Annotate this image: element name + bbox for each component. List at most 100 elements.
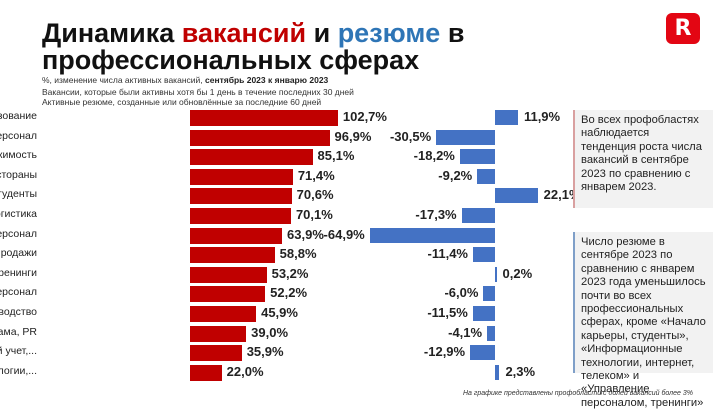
resumes-bar <box>472 247 495 263</box>
resumes-bar <box>495 188 538 204</box>
vacancies-value: 22,0% <box>226 363 264 379</box>
vacancies-value: 58,8% <box>279 246 317 262</box>
resumes-value: 0,2% <box>502 265 533 281</box>
vacancies-bar <box>190 306 257 322</box>
chart-row: Производство 45,9% -11,5% <box>0 304 570 323</box>
chart-row: Транспорт, логистика 70,1% -17,3% <box>0 206 570 225</box>
title-part2: в <box>440 18 465 48</box>
category-label: Транспорт, логистика <box>0 208 37 220</box>
resumes-bar <box>487 325 495 341</box>
chart-row: Домашний персонал 63,9%-64,9% <box>0 226 570 245</box>
category-label: Информационные технологии,... <box>0 364 37 377</box>
vacancies-value: 70,1% <box>295 207 333 222</box>
vacancies-bar <box>190 345 242 362</box>
chart-row: Рабочий персонал 96,9% -30,5% <box>0 128 570 147</box>
chart-row: Административный персонал 52,2% -6,0% <box>0 284 570 303</box>
resumes-bar <box>436 129 495 145</box>
resumes-value: -12,9% <box>423 344 466 360</box>
resumes-value: 11,9% <box>523 109 561 124</box>
resumes-bar <box>472 306 495 321</box>
resumes-bar <box>483 286 495 302</box>
resumes-bar <box>477 168 495 184</box>
logo-letter: R <box>674 15 692 41</box>
chart-row: Строительство, недвижимость 85,1% -18,2% <box>0 147 570 166</box>
note-resumes: Активные резюме, созданные или обновлённ… <box>42 97 322 107</box>
category-label: Домашний персонал <box>0 227 37 240</box>
chart-row: Маркетинг, реклама, PR 39,0% -4,1% <box>0 324 570 343</box>
callout-resumes: Число резюме в сентябре 2023 по сравнени… <box>573 232 713 409</box>
note-vacancies: Вакансии, которые были активны хотя бы 1… <box>42 87 354 97</box>
resumes-bar <box>495 266 497 282</box>
vacancies-bar <box>190 266 267 283</box>
vacancies-value: 45,9% <box>261 305 298 320</box>
category-label: Туризм, гостиницы, рестораны <box>0 168 37 181</box>
vacancies-bar <box>190 129 330 146</box>
vacancies-bar <box>190 227 283 244</box>
resumes-value: -11,5% <box>427 305 468 320</box>
category-label: Бухгалтерия, управленческий учет,... <box>0 345 37 358</box>
chart-row: Начало карьеры, студенты 70,6% 22,1% <box>0 186 581 205</box>
resumes-value: 22,1% <box>543 187 581 203</box>
title-line2: профессиональных сферах <box>42 45 420 75</box>
chart-row: Управление персоналом, тренинги 53,2% 0,2% <box>0 265 570 284</box>
vacancies-bar <box>190 364 222 381</box>
category-label: Рабочий персонал <box>0 129 37 142</box>
subtitle-prefix: %, изменение числа активных вакансий, <box>42 75 205 85</box>
vacancies-value: 102,7% <box>342 109 387 124</box>
resumes-bar <box>461 208 495 223</box>
chart-row: Продажи 58,8% -11,4% <box>0 245 570 264</box>
chart-row: Наука, образование 102,7% 11,9% <box>0 108 570 127</box>
resumes-bar <box>495 110 518 125</box>
chart-row: Бухгалтерия, управленческий учет,... 35,9… <box>0 343 570 362</box>
resumes-value: -18,2% <box>413 148 455 164</box>
vacancies-bar <box>190 149 313 166</box>
title-vacancies: вакансий <box>181 18 307 48</box>
vacancies-value: 71,4% <box>297 167 335 183</box>
vacancies-bar <box>190 208 291 224</box>
resumes-bar <box>369 227 495 243</box>
vacancies-value: 52,2% <box>270 285 308 301</box>
vacancies-value: 35,9% <box>246 344 284 360</box>
subtitle: %, изменение числа активных вакансий, се… <box>42 75 328 85</box>
subtitle-period: сентябрь 2023 к январю 2023 <box>204 75 329 85</box>
title-resumes: резюме <box>337 18 441 48</box>
vacancies-value: 53,2% <box>271 265 309 281</box>
category-label: Производство <box>0 306 37 318</box>
resumes-value: -4,1% <box>448 324 483 340</box>
vacancies-value: 70,6% <box>296 187 334 203</box>
callout-vacancies: Во всех профобластях наблюдается тенденц… <box>573 110 713 208</box>
resumes-value: -6,0% <box>444 285 479 301</box>
vacancies-value: 96,9% <box>334 128 372 144</box>
vacancies-value: 63,9% <box>287 226 324 242</box>
vacancies-bar <box>190 110 338 126</box>
chart-row: Информационные технологии,... 22,0% 2,3% <box>0 363 570 382</box>
category-label: Управление персоналом, тренинги <box>0 266 37 279</box>
title-part1: Динамика <box>42 18 182 48</box>
category-label: Начало карьеры, студенты <box>0 188 37 201</box>
resumes-value: -11,4% <box>427 246 468 262</box>
resumes-value: 2,3% <box>505 363 536 379</box>
resumes-value: -9,2% <box>438 167 473 183</box>
vacancies-bar <box>190 247 275 264</box>
chart-row: Туризм, гостиницы, рестораны 71,4% -9,2% <box>0 167 570 186</box>
resumes-value: -64,9% <box>323 226 365 242</box>
resumes-bar <box>459 149 495 165</box>
brand-logo: R <box>666 13 700 44</box>
page-title: Динамика вакансий и резюме в профессиона… <box>42 20 464 74</box>
vacancies-bar <box>190 325 247 342</box>
resumes-bar <box>470 345 495 361</box>
title-and: и <box>306 18 338 48</box>
category-label: Административный персонал <box>0 286 37 299</box>
vacancies-bar <box>190 286 266 303</box>
category-label: Маркетинг, реклама, PR <box>0 325 37 338</box>
vacancies-value: 85,1% <box>317 148 355 164</box>
vacancies-bar <box>190 168 293 185</box>
category-label: Продажи <box>0 247 37 260</box>
footnote: На графике представлены профобласти с до… <box>463 390 693 397</box>
category-label: Строительство, недвижимость <box>0 149 37 162</box>
resumes-value: -30,5% <box>389 128 432 144</box>
category-label: Наука, образование <box>0 110 37 122</box>
resumes-bar <box>495 364 500 380</box>
vacancies-value: 39,0% <box>251 324 289 340</box>
resumes-value: -17,3% <box>415 207 457 222</box>
